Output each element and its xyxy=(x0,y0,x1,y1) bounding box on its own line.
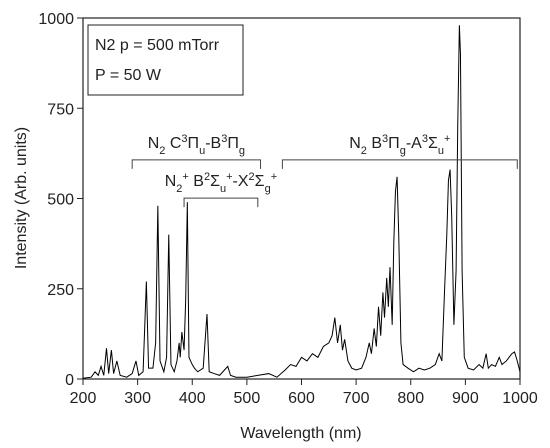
x-tick-label: 500 xyxy=(234,390,261,407)
annotation-part: + xyxy=(444,133,450,145)
annotation-part: 2 xyxy=(361,145,367,157)
bracket xyxy=(281,159,518,169)
y-tick-label: 0 xyxy=(65,372,74,389)
annotation-part: N xyxy=(148,135,160,152)
y-tick-label: 250 xyxy=(47,282,74,299)
x-tick-label: 800 xyxy=(397,390,424,407)
y-tick-label: 750 xyxy=(47,101,74,118)
annotation-part: + xyxy=(182,171,188,183)
annotation-part: Σ xyxy=(428,135,438,152)
annotation-part: u xyxy=(199,145,205,157)
y-tick-label: 500 xyxy=(47,192,74,209)
annotation-part: u xyxy=(220,183,226,195)
annotation-part: Σ xyxy=(255,173,265,190)
annotation-part: 3 xyxy=(221,133,227,145)
x-tick-label: 1000 xyxy=(502,390,538,407)
annotation: N2 C3Πu-B3Πg xyxy=(148,133,245,157)
x-axis-label: Wavelength (nm) xyxy=(240,425,361,442)
annotation-part: 3 xyxy=(382,133,388,145)
y-axis-label: Intensity (Arb. units) xyxy=(13,127,30,269)
spectrum-line xyxy=(82,25,521,379)
legend-text: N2 p = 500 mTorr xyxy=(95,37,220,54)
x-tick-label: 900 xyxy=(452,390,479,407)
annotation-part: 2 xyxy=(159,145,165,157)
annotation-part: -X xyxy=(233,173,249,190)
y-tick-label: 1000 xyxy=(38,11,74,28)
annotation-part: Π xyxy=(188,135,200,152)
annotation-part: N xyxy=(165,173,177,190)
annotation: N2 B3Πg-A3Σu+ xyxy=(349,133,450,157)
annotation-part: Π xyxy=(388,135,400,152)
bracket xyxy=(183,197,259,208)
annotation-part: 2 xyxy=(176,183,182,195)
annotation-part: u xyxy=(438,145,444,157)
x-tick-label: 400 xyxy=(179,390,206,407)
legend-box xyxy=(87,24,244,96)
legend-text: P = 50 W xyxy=(95,67,162,84)
annotation-part: Π xyxy=(227,135,239,152)
x-tick-label: 300 xyxy=(124,390,151,407)
annotation-part: B xyxy=(367,135,382,152)
annotation-part: -B xyxy=(205,135,221,152)
annotation-part: 2 xyxy=(249,171,255,183)
annotation-part: B xyxy=(189,173,204,190)
x-tick-label: 600 xyxy=(288,390,315,407)
x-tick-label: 700 xyxy=(343,390,370,407)
annotation-part: g xyxy=(265,183,271,195)
annotation-part: g xyxy=(239,145,245,157)
annotation-part: C xyxy=(165,135,181,152)
annotation-part: + xyxy=(226,171,232,183)
x-tick-label: 200 xyxy=(70,390,97,407)
annotation-part: N xyxy=(349,135,361,152)
annotation: N2+ B2Σu+-X2Σg+ xyxy=(165,171,277,195)
annotation-part: 3 xyxy=(422,133,428,145)
annotation-part: Σ xyxy=(210,173,220,190)
annotation-part: 2 xyxy=(204,171,210,183)
annotation-part: g xyxy=(400,145,406,157)
annotation-part: + xyxy=(271,171,277,183)
bracket xyxy=(131,159,262,169)
annotation-part: 3 xyxy=(181,133,187,145)
annotation-part: -A xyxy=(406,135,422,152)
